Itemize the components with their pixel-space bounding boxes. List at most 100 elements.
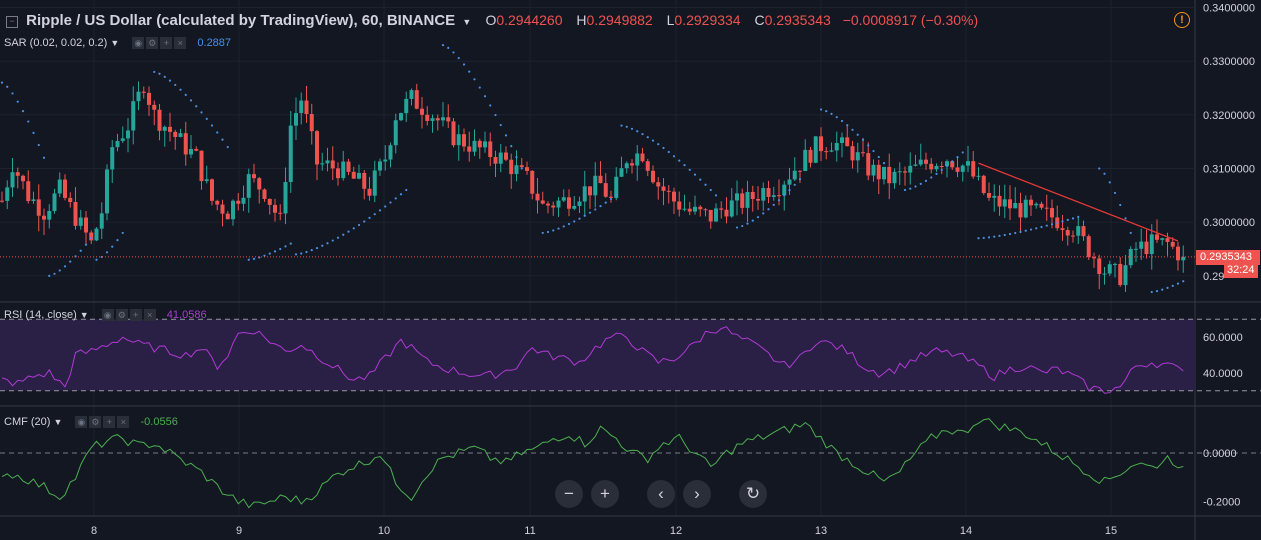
plus-icon[interactable]: + xyxy=(160,37,173,50)
close-icon[interactable]: × xyxy=(117,416,130,429)
candles xyxy=(0,81,1186,293)
chevron-down-icon[interactable]: ▼ xyxy=(462,17,472,27)
collapse-icon[interactable]: − xyxy=(6,16,18,28)
sar-dot xyxy=(6,85,9,88)
scroll-left-button[interactable]: ‹ xyxy=(647,480,675,508)
candle-body xyxy=(918,159,923,165)
candle-body xyxy=(761,188,766,201)
candle-body xyxy=(630,163,634,166)
candle-body xyxy=(84,217,88,233)
sar-dot xyxy=(247,258,250,261)
candle-body xyxy=(1018,203,1023,218)
plus-icon[interactable]: + xyxy=(129,309,142,322)
sar-dot xyxy=(909,187,912,190)
candle-body xyxy=(178,133,183,137)
candle-body xyxy=(152,104,157,110)
sar-dot xyxy=(672,155,676,158)
candle-body xyxy=(10,172,15,188)
candle-body xyxy=(945,161,949,167)
sar-dot xyxy=(63,265,67,268)
close-icon[interactable]: × xyxy=(143,309,156,322)
candle-body xyxy=(1170,241,1175,247)
sar-dot xyxy=(699,178,702,181)
sar-dot xyxy=(625,125,628,128)
eye-icon[interactable]: ◉ xyxy=(75,416,88,429)
cmf-legend[interactable]: CMF (20) ▼ ◉ ⚙ + × -0.0556 xyxy=(4,416,178,429)
candle-body xyxy=(787,179,792,185)
gear-icon[interactable]: ⚙ xyxy=(115,309,128,322)
candle-body xyxy=(803,149,808,172)
candle-body xyxy=(567,197,571,209)
sar-dot xyxy=(1113,191,1117,195)
sar-dot xyxy=(567,222,571,226)
candle-body xyxy=(126,130,130,139)
candle-body xyxy=(262,189,267,199)
close-value: 0.2935343 xyxy=(764,12,831,28)
sar-dot xyxy=(195,105,198,108)
candle-body xyxy=(199,150,204,182)
candle-body xyxy=(183,133,188,155)
candle-body xyxy=(456,134,461,146)
candle-body xyxy=(603,183,608,197)
cmf-label[interactable]: CMF (20) xyxy=(4,416,51,428)
sar-dot xyxy=(441,43,445,47)
candle-body xyxy=(661,186,666,191)
sar-dot xyxy=(205,117,208,120)
sar-dot xyxy=(378,209,382,212)
sar-dot xyxy=(735,226,739,229)
sar-dot xyxy=(940,168,943,172)
candle-body xyxy=(850,146,855,161)
candle-body xyxy=(162,126,167,131)
rsi-legend[interactable]: RSI (14, close) ▼ ◉ ⚙ + × 41.0586 xyxy=(4,309,207,322)
candle-body xyxy=(693,206,697,212)
chevron-down-icon[interactable]: ▼ xyxy=(53,417,63,427)
sar-label[interactable]: SAR (0.02, 0.02, 0.2) xyxy=(4,37,108,49)
candle-body xyxy=(1002,199,1007,207)
reset-chart-button[interactable]: ↻ xyxy=(739,480,767,508)
close-icon[interactable]: × xyxy=(174,37,187,50)
sar-dot xyxy=(504,134,508,137)
eye-icon[interactable]: ◉ xyxy=(101,309,114,322)
rsi-label[interactable]: RSI (14, close) xyxy=(4,309,77,321)
candle-body xyxy=(535,193,540,201)
time-tick-label: 12 xyxy=(670,525,682,537)
sar-dot xyxy=(835,116,838,119)
symbol-title[interactable]: Ripple / US Dollar (calculated by Tradin… xyxy=(26,12,456,29)
zoom-in-button[interactable]: + xyxy=(591,480,619,508)
candle-body xyxy=(136,91,141,102)
candle-body xyxy=(987,193,991,198)
gear-icon[interactable]: ⚙ xyxy=(146,37,159,50)
time-tick-label: 15 xyxy=(1105,525,1117,537)
sar-dot xyxy=(709,188,712,192)
candle-body xyxy=(819,136,823,152)
sar-dot xyxy=(693,173,697,176)
sar-dot xyxy=(683,164,686,167)
scroll-right-button[interactable]: › xyxy=(683,480,711,508)
candle-body xyxy=(283,182,288,214)
candle-body xyxy=(388,145,393,160)
price-tick-label: 0.3300000 xyxy=(1203,56,1255,68)
chevron-down-icon[interactable]: ▼ xyxy=(79,310,89,320)
candle-body xyxy=(882,166,886,180)
sar-dot xyxy=(510,145,513,148)
gear-icon[interactable]: ⚙ xyxy=(89,416,102,429)
time-tick-label: 9 xyxy=(236,525,242,537)
candle-body xyxy=(467,146,472,152)
warning-icon[interactable]: ! xyxy=(1174,12,1190,28)
candle-body xyxy=(1039,203,1044,208)
sar-dot xyxy=(263,254,266,257)
candle-body xyxy=(346,161,351,172)
sar-legend[interactable]: SAR (0.02, 0.02, 0.2) ▼ ◉ ⚙ + × 0.2887 xyxy=(4,37,231,50)
candle-body xyxy=(1034,203,1039,206)
candle-body xyxy=(420,108,424,115)
zoom-out-button[interactable]: − xyxy=(555,480,583,508)
sar-dot xyxy=(468,70,471,73)
plus-icon[interactable]: + xyxy=(103,416,116,429)
eye-icon[interactable]: ◉ xyxy=(132,37,145,50)
chevron-down-icon[interactable]: ▼ xyxy=(110,38,120,48)
candle-body xyxy=(724,209,729,217)
sar-dot xyxy=(1045,224,1048,227)
sar-dot xyxy=(1129,231,1132,235)
sar-dot xyxy=(588,211,592,214)
